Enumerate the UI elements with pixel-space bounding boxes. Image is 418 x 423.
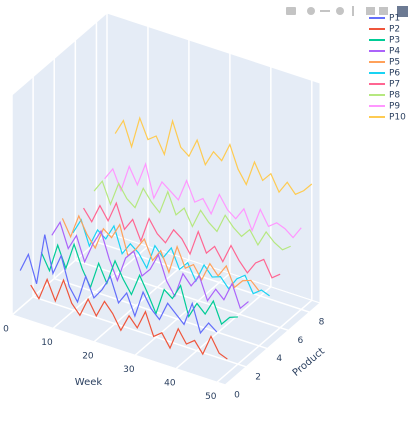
plotly-logo[interactable] bbox=[397, 6, 408, 17]
series-line bbox=[93, 179, 291, 251]
legend-label: P3 bbox=[389, 36, 400, 46]
hover-button[interactable] bbox=[379, 7, 388, 15]
home-button[interactable] bbox=[366, 7, 375, 15]
x-tick-label: 10 bbox=[41, 338, 53, 348]
series-line bbox=[114, 116, 313, 196]
y-tick-label: 8 bbox=[319, 318, 325, 328]
series-line bbox=[19, 234, 218, 335]
x-tick-label: 0 bbox=[3, 325, 9, 335]
legend-label: P7 bbox=[389, 80, 400, 90]
camera-button[interactable] bbox=[286, 7, 296, 15]
orbit-button[interactable] bbox=[336, 7, 344, 15]
y-grid-line bbox=[95, 22, 310, 313]
y-tick-label: 6 bbox=[297, 336, 303, 346]
x-grid-line bbox=[175, 66, 272, 370]
x-axis-title: Week bbox=[75, 377, 103, 388]
series-line bbox=[61, 214, 260, 292]
legend-label: P8 bbox=[389, 91, 400, 101]
x-tick-label: 50 bbox=[205, 392, 217, 402]
pan-button[interactable] bbox=[320, 10, 330, 12]
y-grid-line bbox=[32, 76, 247, 368]
x-grid-line bbox=[93, 39, 190, 343]
turntable-button[interactable] bbox=[352, 6, 354, 16]
zoom-button[interactable] bbox=[307, 7, 315, 15]
legend-label: P2 bbox=[389, 25, 400, 35]
y-tick-label: 0 bbox=[234, 391, 240, 401]
legend-label: P9 bbox=[389, 102, 400, 112]
x-grid-line bbox=[216, 80, 313, 383]
series-line bbox=[72, 218, 270, 297]
x-grid-line bbox=[134, 53, 231, 356]
y-grid-line bbox=[74, 40, 289, 332]
legend-label: P1 bbox=[389, 14, 400, 24]
legend-label: P6 bbox=[389, 69, 400, 79]
y-grid-line bbox=[53, 58, 268, 350]
series-line bbox=[30, 277, 228, 360]
y-tick-label: 2 bbox=[255, 372, 261, 382]
x-tick-label: 20 bbox=[82, 351, 94, 361]
series-line bbox=[40, 242, 238, 326]
legend-label: P4 bbox=[389, 47, 400, 57]
x-tick-label: 30 bbox=[123, 365, 135, 375]
y-grid-line bbox=[11, 95, 226, 386]
modebar bbox=[286, 6, 408, 17]
y-tick-label: 4 bbox=[276, 354, 282, 364]
legend-label: P5 bbox=[389, 58, 400, 68]
series-line bbox=[51, 220, 249, 310]
x-grid-line bbox=[52, 26, 149, 330]
series-line bbox=[104, 161, 302, 239]
x-tick-label: 40 bbox=[164, 378, 176, 388]
series-line bbox=[83, 201, 281, 279]
legend-label: P10 bbox=[389, 113, 406, 123]
